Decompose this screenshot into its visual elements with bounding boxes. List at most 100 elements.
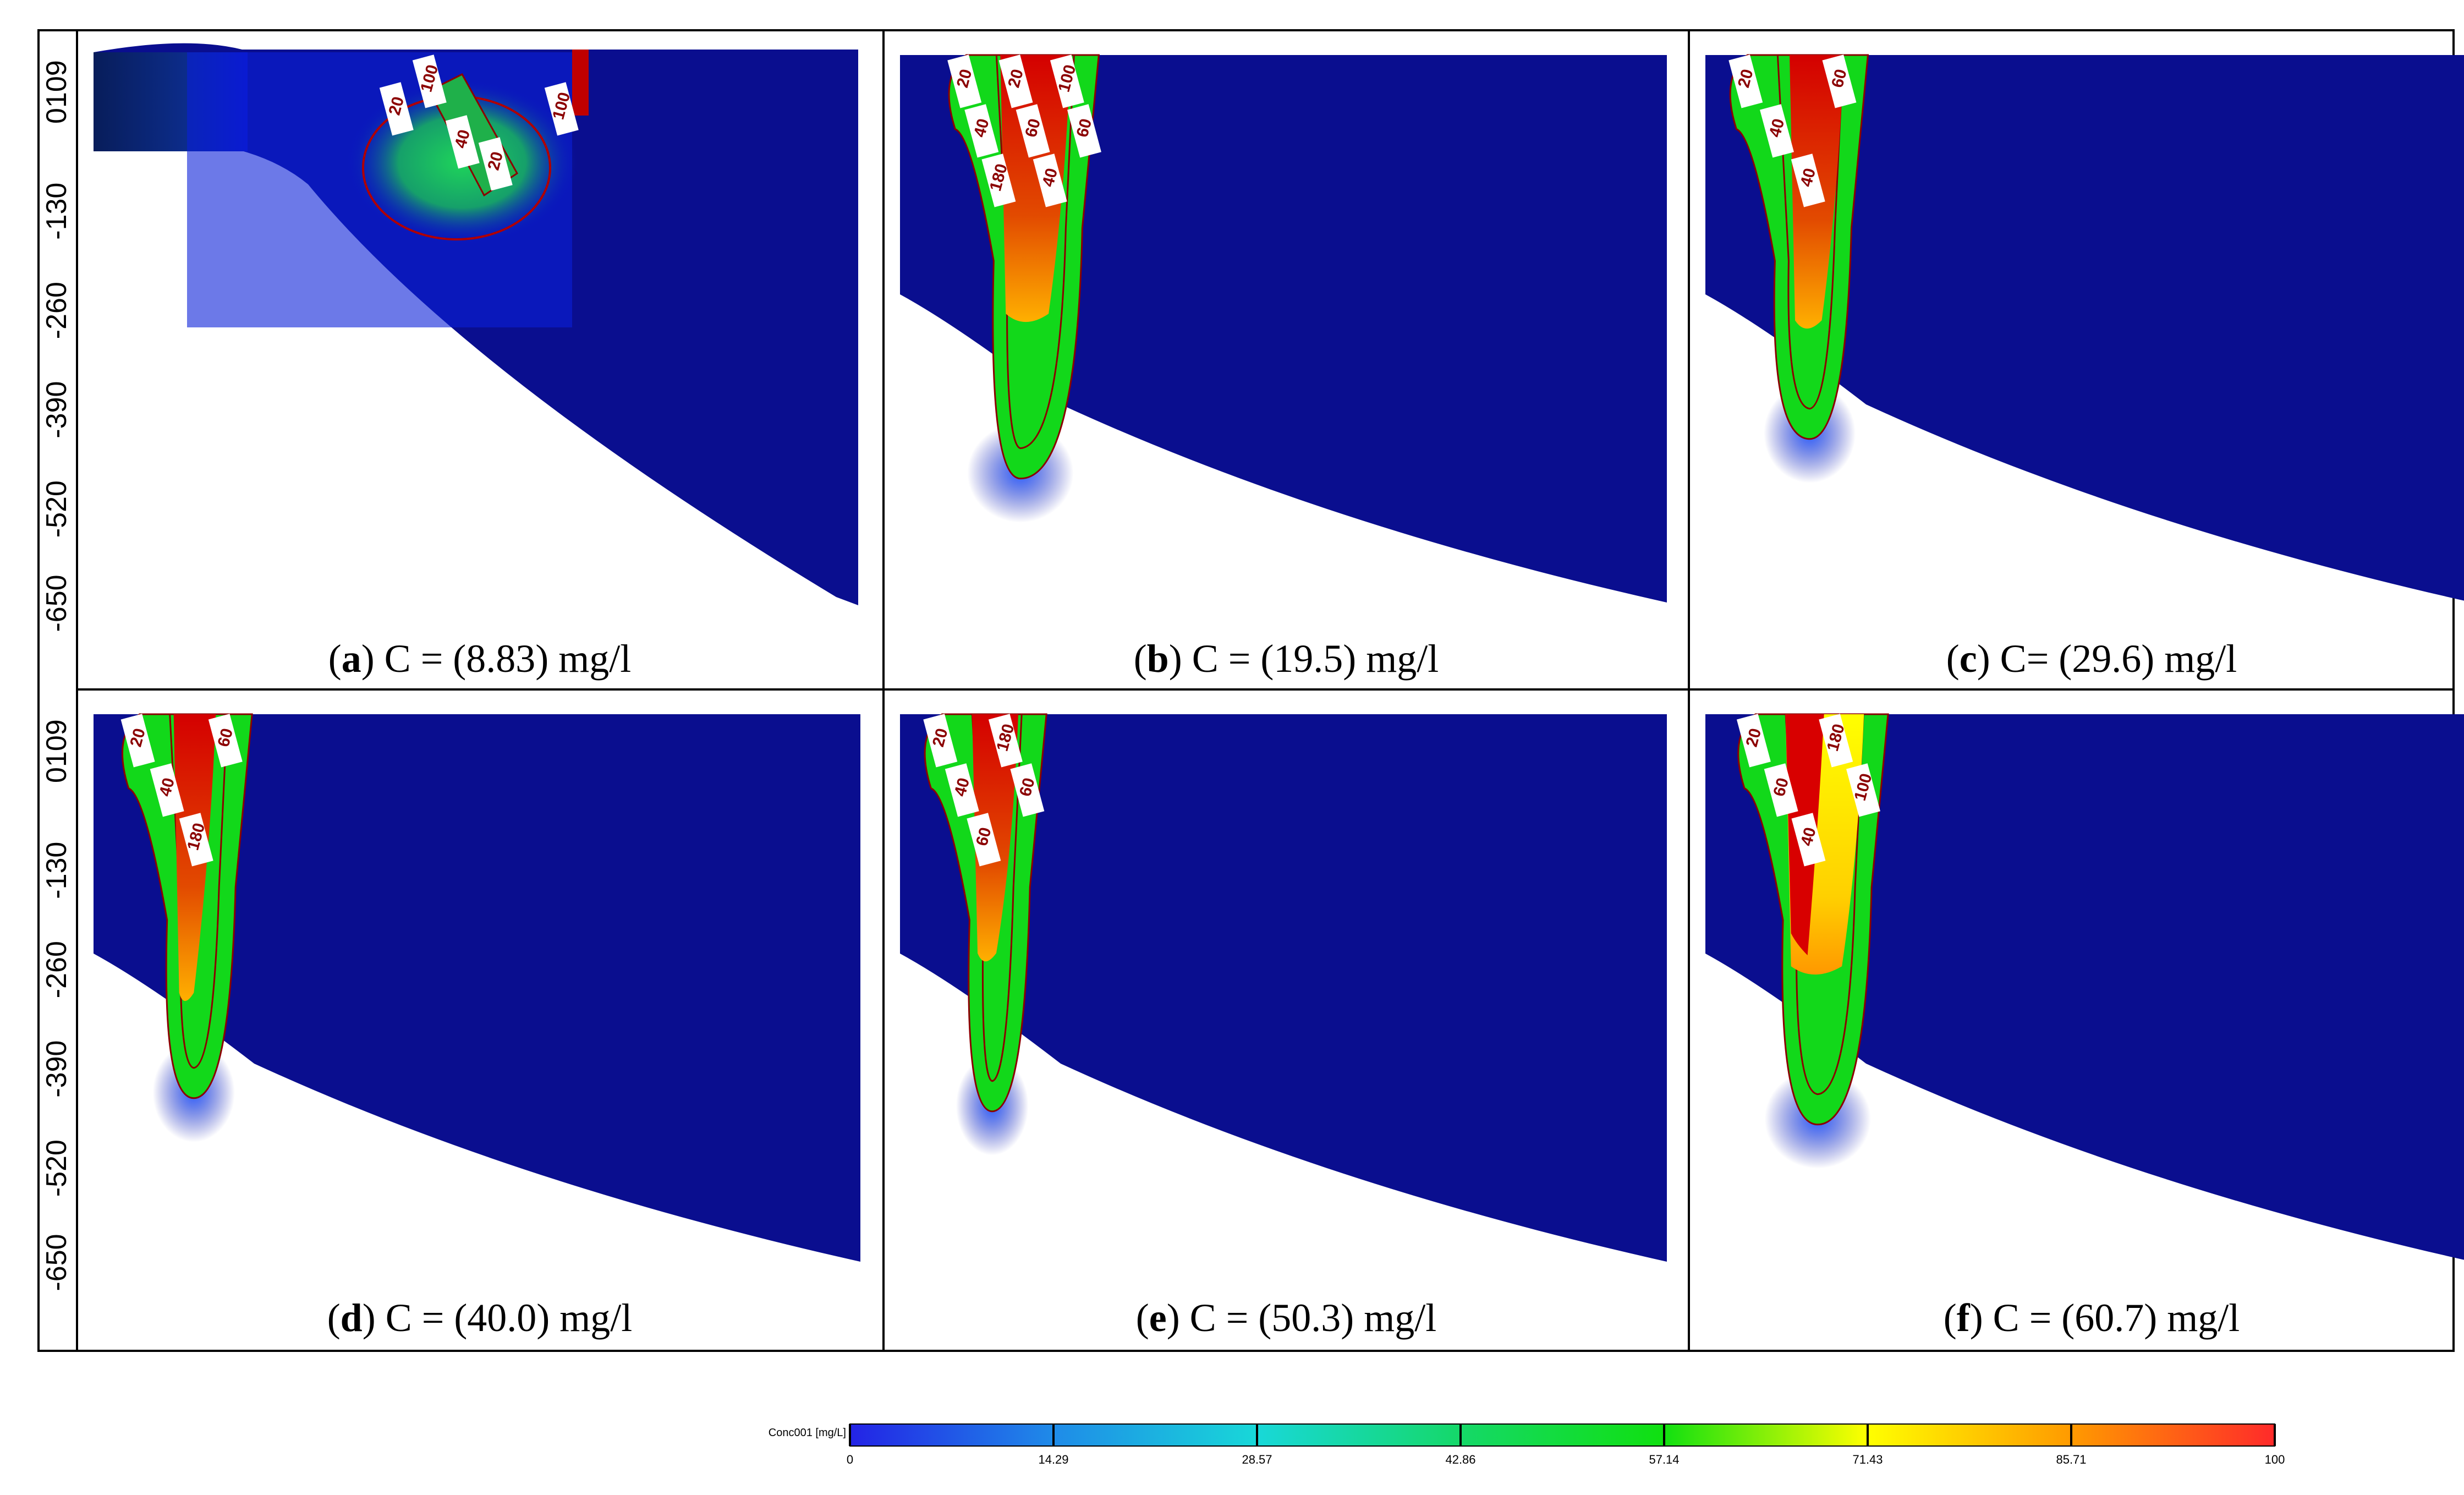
contour-label-bg xyxy=(1819,714,1853,768)
caption-letter: a xyxy=(342,637,361,681)
y-tick-label: -650 xyxy=(41,574,73,632)
y-tick-label: -390 xyxy=(41,381,73,439)
colorbar-tick-label: 42.86 xyxy=(1445,1453,1475,1466)
y-tick-label: -130 xyxy=(41,183,73,240)
contour-label-bg xyxy=(1067,104,1101,158)
colorbar: Conc001 [mg/L] 0 14.29 28.57 42.86 57.14 71.4… xyxy=(769,1423,2285,1466)
contour-label-bg xyxy=(1791,813,1826,867)
contour-label-bg xyxy=(967,813,1001,867)
y-axis: 0109 -130 -260 -390 -520 -650 0109 -130 -260 -390… xyxy=(41,60,73,1291)
caption-open-paren: ( xyxy=(328,637,342,681)
contour-label-bg xyxy=(1050,54,1084,108)
y-tick-label: -390 xyxy=(41,1041,73,1098)
domain-area xyxy=(1705,714,2464,1260)
colorbar-gradient xyxy=(849,1423,2275,1447)
caption-text: ) C = (19.5) mg/l xyxy=(1169,637,1439,681)
panel-caption: (a) C = (8.83) mg/l xyxy=(328,637,632,681)
contour-label-bg xyxy=(208,714,243,768)
contour-label-bg xyxy=(179,813,213,867)
y-tick-label: -520 xyxy=(41,1140,73,1197)
caption-text: ) C = (60.7) mg/l xyxy=(1970,1296,2240,1340)
contour-label-bg xyxy=(981,154,1016,207)
caption-letter: e xyxy=(1149,1296,1167,1340)
caption-open-paren: ( xyxy=(1134,637,1147,681)
contour-label-bg xyxy=(947,54,982,108)
plume-core xyxy=(972,714,1018,962)
caption-text: ) C= (29.6) mg/l xyxy=(1977,637,2237,681)
contour-label-bg xyxy=(1033,154,1067,207)
contour-label-bg xyxy=(1822,54,1857,108)
caption-text: ) C = (40.0) mg/l xyxy=(363,1296,633,1340)
colorbar-tick-label: 28.57 xyxy=(1242,1453,1272,1466)
colorbar-tick-label: 71.43 xyxy=(1852,1453,1883,1466)
y-tick-label: -260 xyxy=(41,941,73,998)
panel-caption: (d) C = (40.0) mg/l xyxy=(327,1296,633,1340)
contour-line xyxy=(1737,713,1889,1126)
caption-open-paren: ( xyxy=(1136,1296,1149,1340)
contour-label-bg xyxy=(998,54,1033,108)
contour-line xyxy=(1785,713,1864,1096)
colorbar-tick-label: 0 xyxy=(847,1453,853,1466)
colorbar-tick-label: 100 xyxy=(2265,1453,2285,1466)
contour-line xyxy=(971,713,1023,1082)
contour-line xyxy=(1729,54,1869,440)
contour-label-bg xyxy=(1764,763,1798,817)
contour-label-bg xyxy=(478,137,513,191)
contour-label-bg xyxy=(150,763,184,817)
caption-letter: f xyxy=(1957,1296,1971,1340)
contour-label-bg xyxy=(1010,763,1045,817)
panel-caption: (c) C= (29.6) mg/l xyxy=(1946,637,2237,681)
contour-line xyxy=(995,54,1075,450)
caption-open-paren: ( xyxy=(327,1296,341,1340)
caption-text: ) C = (50.3) mg/l xyxy=(1167,1296,1437,1340)
panel-grid xyxy=(37,29,2455,1352)
panel-caption: (b) C = (19.5) mg/l xyxy=(1134,637,1439,681)
contour-label-bg xyxy=(923,714,958,768)
colorbar-title: Conc001 [mg/L] xyxy=(769,1427,846,1439)
domain-area xyxy=(900,55,1667,603)
contour-line xyxy=(948,54,1100,480)
contour-label-bg xyxy=(945,763,979,817)
contour-label-bg xyxy=(544,82,579,136)
contour-label-bg xyxy=(1846,763,1880,817)
domain-area xyxy=(1705,55,2464,601)
contour-label-bg xyxy=(1728,54,1763,108)
y-tick-label: -130 xyxy=(41,842,73,899)
y-tick-label: -650 xyxy=(41,1234,73,1291)
domain-area xyxy=(900,714,1667,1262)
contour-label-bg xyxy=(379,82,414,136)
contour-label-bg xyxy=(1760,104,1794,158)
panel-caption: (f) C = (60.7) mg/l xyxy=(1944,1296,2240,1340)
y-tick-label: 0109 xyxy=(41,60,73,124)
colorbar-tick-label: 57.14 xyxy=(1649,1453,1679,1466)
caption-letter: b xyxy=(1147,637,1169,681)
plume-core xyxy=(1000,55,1071,322)
contour-label-bg xyxy=(1016,104,1050,158)
surface-source xyxy=(572,50,589,116)
y-tick-label: 0109 xyxy=(41,719,73,783)
contour-label-bg xyxy=(964,104,999,158)
contour-line xyxy=(1776,54,1845,410)
contour-label-bg xyxy=(120,714,155,768)
contour-line xyxy=(121,713,253,1099)
colorbar-tick-label: 14.29 xyxy=(1038,1453,1068,1466)
contour-label-bg xyxy=(445,115,480,169)
contour-label-bg xyxy=(1791,154,1825,207)
caption-text: ) C = (8.83) mg/l xyxy=(361,637,632,681)
y-tick-label: -520 xyxy=(41,480,73,538)
caption-letter: c xyxy=(1960,637,1977,681)
contour-label-bg xyxy=(412,54,447,108)
contour-label-bg xyxy=(988,714,1023,768)
contour-line xyxy=(924,713,1047,1113)
domain-area xyxy=(94,714,860,1262)
caption-open-paren: ( xyxy=(1946,637,1960,681)
panel-caption: (e) C = (50.3) mg/l xyxy=(1136,1296,1437,1340)
